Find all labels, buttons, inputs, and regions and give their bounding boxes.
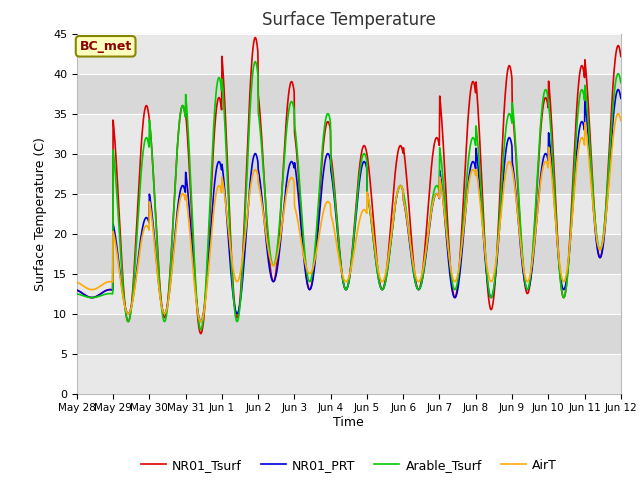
NR01_PRT (73, 287, 81, 293)
NR01_Tsurf (255, 104, 263, 109)
Line: NR01_PRT: NR01_PRT (77, 90, 621, 322)
NR01_Tsurf (197, 331, 205, 336)
Bar (77, 354, 621, 394)
Arable_Tsurf (434, 184, 442, 190)
Arable_Tsurf (252, 59, 259, 64)
AirT (73, 279, 81, 285)
NR01_Tsurf (617, 54, 625, 60)
NR01_PRT (614, 87, 622, 93)
NR01_PRT (434, 191, 442, 197)
NR01_Tsurf (194, 315, 202, 321)
NR01_Tsurf (505, 63, 513, 69)
AirT (614, 111, 622, 117)
X-axis label: Time: Time (333, 416, 364, 429)
Title: Surface Temperature: Surface Temperature (262, 11, 436, 29)
AirT (434, 191, 442, 197)
Arable_Tsurf (553, 230, 561, 236)
Arable_Tsurf (197, 327, 205, 333)
AirT (180, 194, 188, 200)
AirT (617, 118, 625, 123)
NR01_PRT (194, 308, 202, 314)
AirT (505, 159, 513, 165)
Bar (77, 234, 621, 274)
NR01_Tsurf (553, 223, 561, 229)
Bar (77, 114, 621, 154)
NR01_Tsurf (252, 35, 259, 40)
NR01_PRT (180, 186, 188, 192)
Bar (77, 154, 621, 193)
Arable_Tsurf (194, 310, 202, 315)
Bar (77, 34, 621, 73)
Bar (77, 193, 621, 234)
NR01_Tsurf (180, 108, 188, 114)
NR01_PRT (255, 171, 263, 177)
Bar (77, 313, 621, 354)
AirT (255, 184, 263, 190)
Bar (77, 73, 621, 114)
NR01_PRT (197, 319, 205, 324)
Text: BC_met: BC_met (79, 40, 132, 53)
Arable_Tsurf (505, 111, 513, 117)
Arable_Tsurf (73, 291, 81, 297)
Arable_Tsurf (180, 108, 188, 114)
Arable_Tsurf (255, 119, 263, 125)
AirT (553, 230, 561, 236)
NR01_PRT (505, 135, 513, 141)
NR01_PRT (553, 230, 561, 236)
Arable_Tsurf (617, 80, 625, 85)
Y-axis label: Surface Temperature (C): Surface Temperature (C) (35, 137, 47, 290)
AirT (194, 310, 202, 315)
Bar (77, 274, 621, 313)
Line: NR01_Tsurf: NR01_Tsurf (77, 37, 621, 334)
NR01_PRT (617, 96, 625, 101)
Line: AirT: AirT (77, 114, 621, 322)
NR01_Tsurf (73, 287, 81, 293)
Line: Arable_Tsurf: Arable_Tsurf (77, 61, 621, 330)
Legend: NR01_Tsurf, NR01_PRT, Arable_Tsurf, AirT: NR01_Tsurf, NR01_PRT, Arable_Tsurf, AirT (136, 454, 562, 477)
AirT (197, 319, 205, 324)
NR01_Tsurf (434, 136, 442, 142)
